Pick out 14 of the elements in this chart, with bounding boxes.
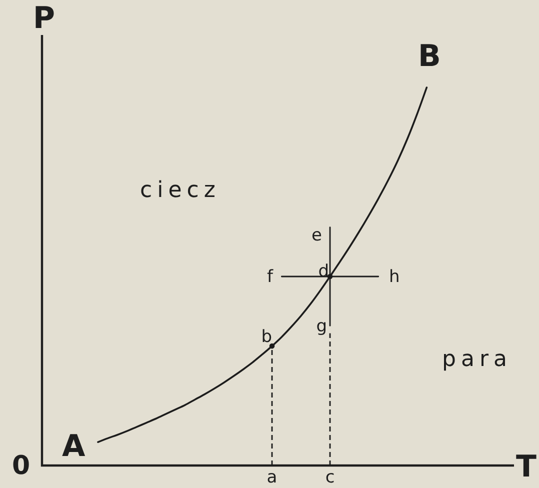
x-tick-label: a [266, 468, 278, 488]
annotation: para [442, 347, 512, 372]
annotation: A [62, 429, 86, 464]
text: 0 [12, 451, 30, 481]
annotation: ciecz [140, 178, 220, 203]
annotation: g [316, 316, 328, 337]
annotation: e [312, 225, 322, 246]
y-axis-title: P [33, 1, 55, 36]
annotation: b [261, 327, 272, 348]
annotation: f [267, 267, 274, 287]
annotation: h [389, 267, 400, 287]
text: B [418, 39, 441, 74]
x-axis-title: T [516, 450, 537, 484]
x-tick-label: c [325, 468, 335, 488]
